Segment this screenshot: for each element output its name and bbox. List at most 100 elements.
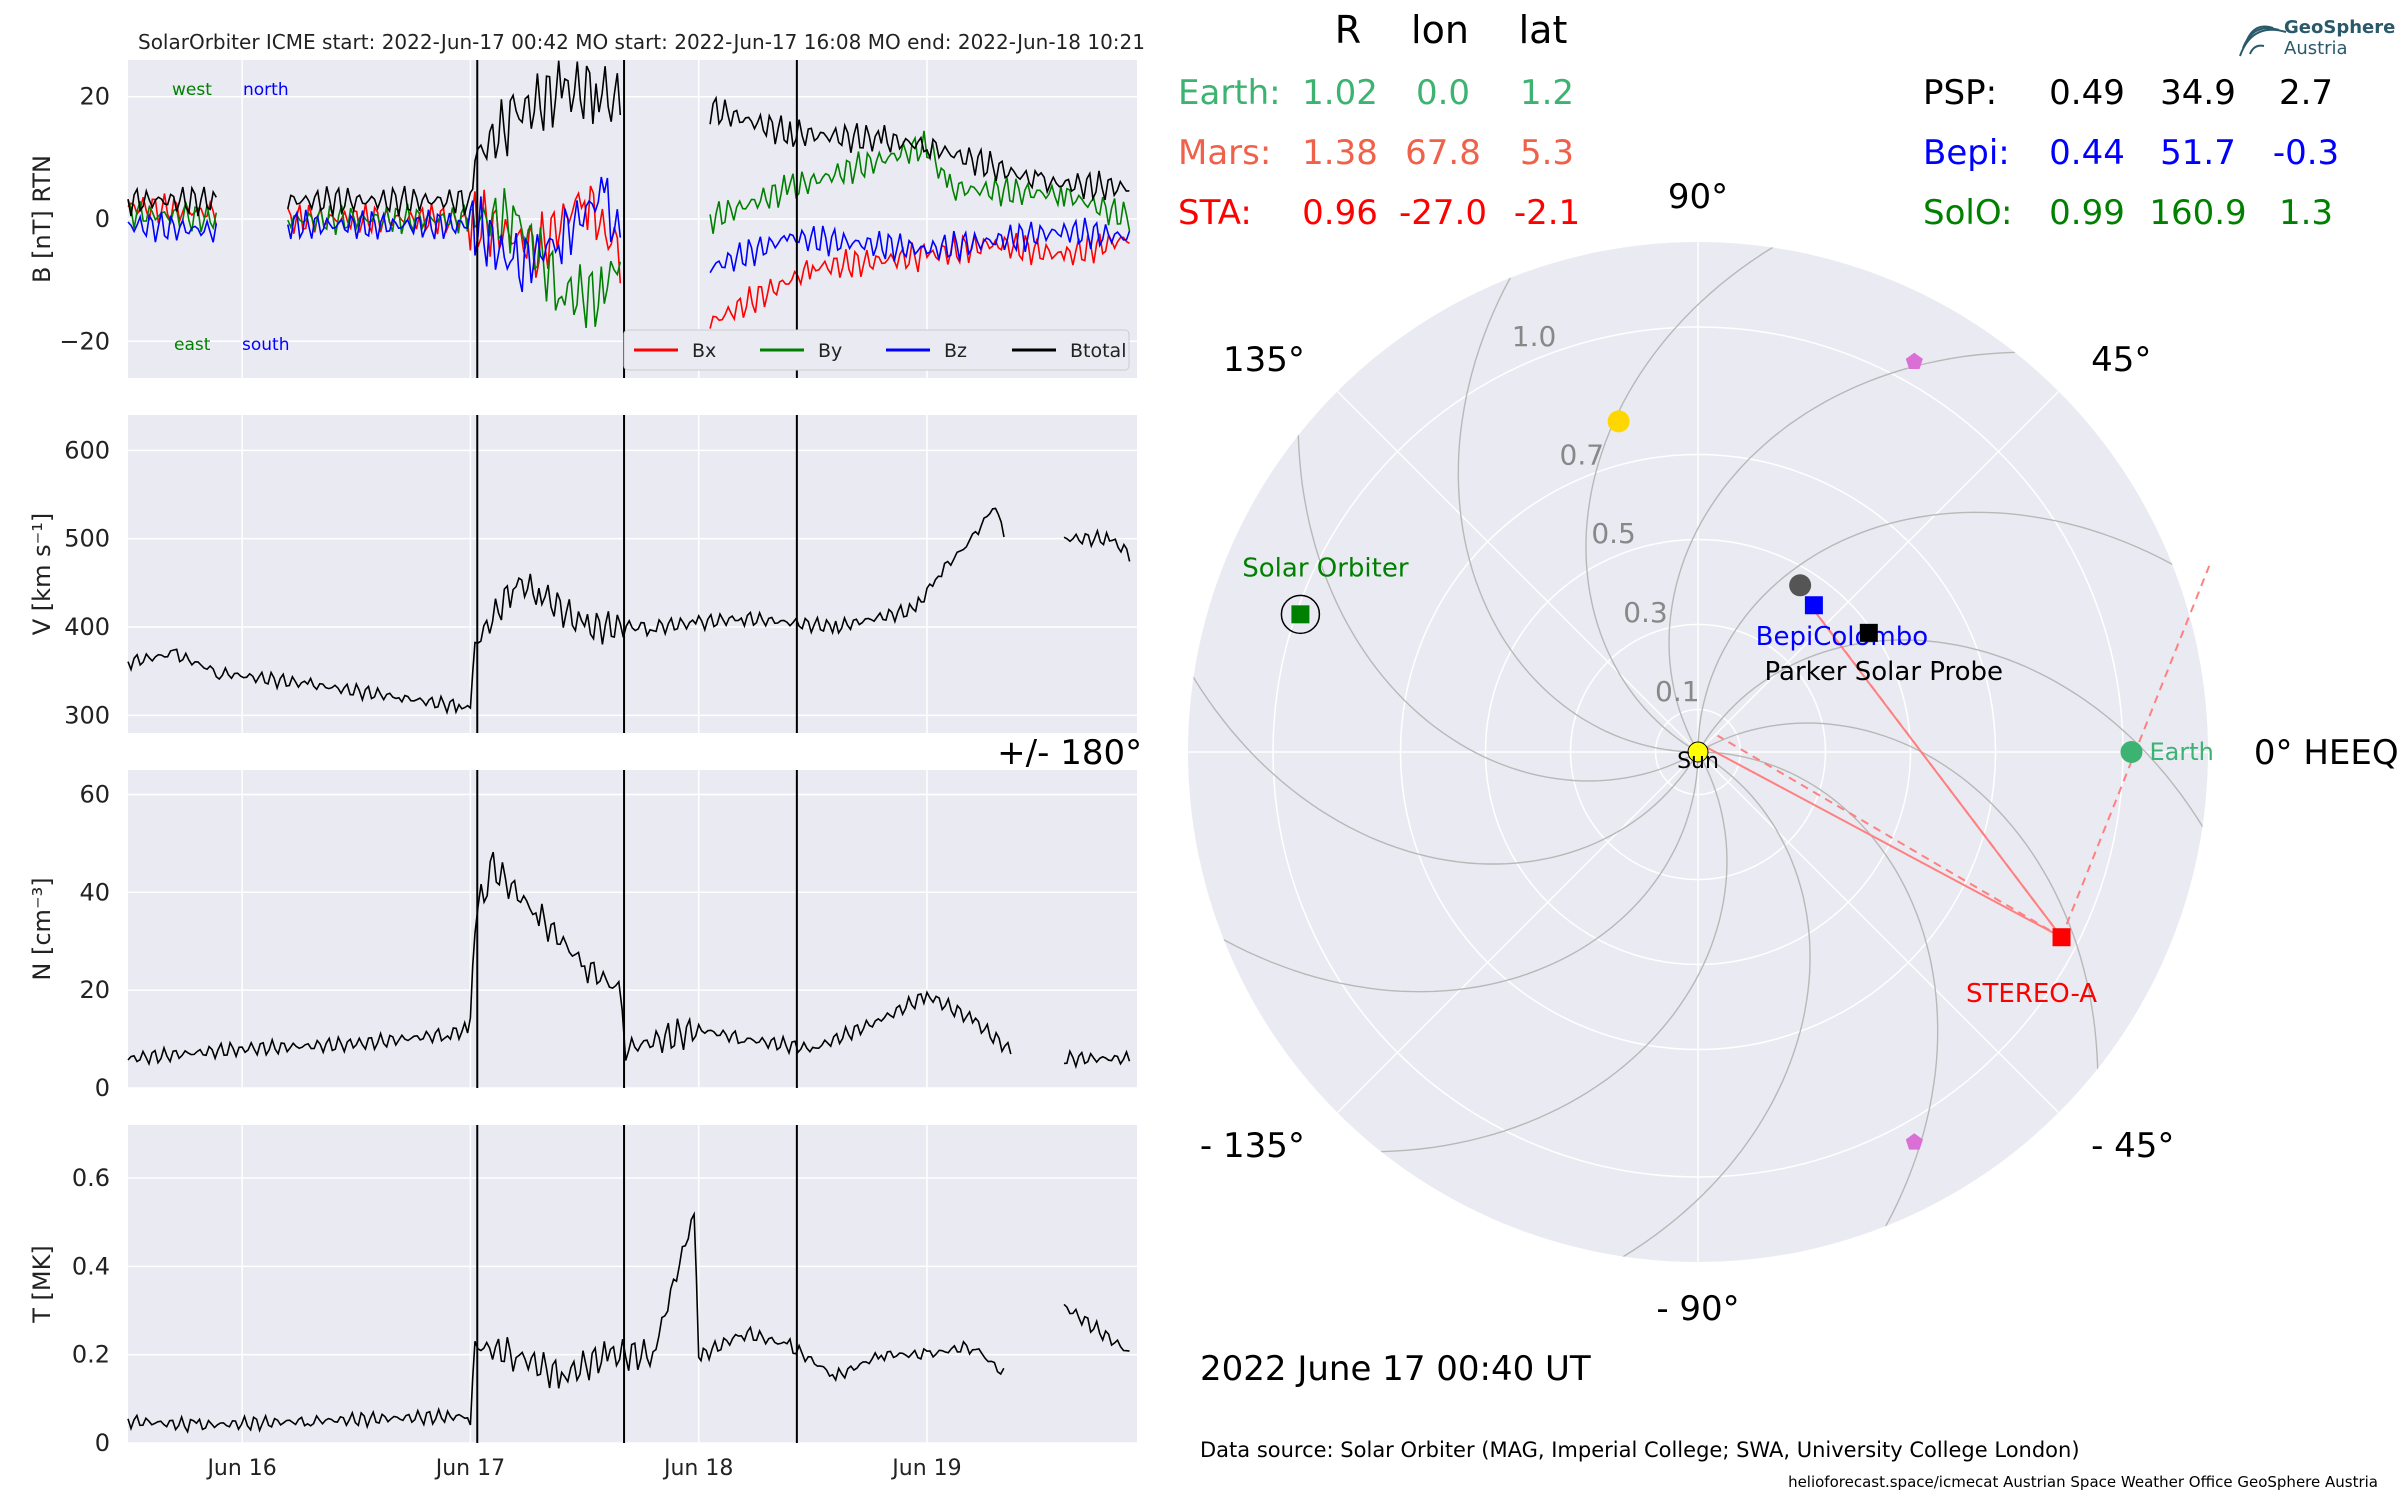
parker-spiral-line bbox=[1188, 415, 1695, 865]
angular-grid-line bbox=[1697, 390, 2060, 753]
body-marker bbox=[1687, 741, 1709, 763]
y-axis-label: B [nT] RTN bbox=[28, 155, 56, 283]
y-tick-label: 60 bbox=[79, 780, 110, 808]
series-line-Bz bbox=[287, 176, 622, 293]
annotation-east: east bbox=[174, 335, 211, 355]
angle-label: +/- 180° bbox=[997, 733, 1142, 773]
series-line-Bz bbox=[709, 217, 1131, 274]
radial-label: 0.5 bbox=[1591, 517, 1636, 550]
angular-grid-line bbox=[1697, 751, 2060, 1114]
connection-line bbox=[1814, 611, 2063, 938]
parker-spiral-line bbox=[1361, 755, 1811, 1262]
table-row-name: Bepi: bbox=[1923, 133, 2010, 173]
table-cell-lat: 1.2 bbox=[1520, 73, 1574, 113]
y-axis-label: T [MK] bbox=[28, 1245, 56, 1323]
series-line-By bbox=[127, 199, 218, 233]
parker-spiral-line bbox=[1188, 750, 1699, 993]
panel-0: 20 0 −20 B [nT] RTN west north east south Bx By Bz… bbox=[28, 60, 1137, 378]
angle-label: 90° bbox=[1668, 177, 1728, 217]
body-earth: Earth bbox=[2120, 738, 2214, 766]
body-label: BepiColombo bbox=[1756, 622, 1929, 652]
geosphere-logo: GeoSphere Austria bbox=[2239, 17, 2395, 59]
y-tick-label: 600 bbox=[64, 436, 110, 464]
date-label: 2022 June 17 00:40 UT bbox=[1200, 1349, 1591, 1389]
series-line-T bbox=[1063, 1303, 1130, 1352]
table-cell-lon: 0.0 bbox=[1416, 73, 1470, 113]
table-cell-lon: 51.7 bbox=[2160, 133, 2236, 173]
angle-label: 45° bbox=[2091, 340, 2151, 380]
polar-position-plot: 0° HEEQ 45° 90° 135° +/- 180° - 135° - 90° - 45… bbox=[997, 177, 2399, 1329]
series-line-Btotal bbox=[287, 60, 622, 217]
series-line-Btotal bbox=[127, 185, 217, 217]
parker-spiral-line bbox=[1457, 242, 1700, 753]
table-row-name: Earth: bbox=[1178, 73, 1281, 113]
y-tick-label: 0.4 bbox=[72, 1252, 110, 1280]
table-cell-r: 1.02 bbox=[1302, 73, 1378, 113]
connection-line bbox=[1717, 734, 2063, 939]
series-line-Bz bbox=[127, 212, 218, 243]
series-line-By bbox=[709, 130, 1131, 234]
table-row-name: SolO: bbox=[1923, 193, 2012, 233]
data-source-text: Data source: Solar Orbiter (MAG, Imperia… bbox=[1200, 1438, 2080, 1462]
series-line-Bx bbox=[127, 193, 218, 226]
parker-spiral-line bbox=[1696, 751, 1939, 1262]
y-tick-label: 20 bbox=[79, 976, 110, 1004]
table-row-name: STA: bbox=[1178, 193, 1252, 233]
body-label: Solar Orbiter bbox=[1242, 553, 1409, 583]
table-header: lat bbox=[1519, 8, 1568, 52]
logo-line1: GeoSphere bbox=[2284, 17, 2395, 38]
table-cell-r: 0.49 bbox=[2049, 73, 2125, 113]
body-marker bbox=[1859, 623, 1878, 642]
angle-label: - 90° bbox=[1656, 1289, 1739, 1329]
y-tick-label: 400 bbox=[64, 613, 110, 641]
pentagon-marker bbox=[1905, 352, 1923, 369]
plot-title: SolarOrbiter ICME start: 2022-Jun-17 00:… bbox=[138, 30, 1145, 54]
panel-background bbox=[128, 770, 1137, 1088]
table-cell-lon: 160.9 bbox=[2149, 193, 2246, 233]
y-tick-label: 0 bbox=[95, 1429, 110, 1457]
annotation-north: north bbox=[243, 80, 289, 100]
angle-label: - 135° bbox=[1200, 1126, 1305, 1166]
series-line-V bbox=[1063, 528, 1131, 562]
y-tick-label: −20 bbox=[59, 327, 110, 355]
body-sun: Sun bbox=[1677, 741, 1719, 774]
table-row-name: PSP: bbox=[1923, 73, 1997, 113]
series-line-V bbox=[127, 507, 1005, 716]
y-tick-label: 500 bbox=[64, 525, 110, 553]
panel-2: 0 20 40 60 N [cm⁻³] bbox=[28, 770, 1137, 1102]
x-tick-label: Jun 18 bbox=[662, 1456, 733, 1481]
body-stereo-a: STEREO-A bbox=[1966, 928, 2097, 1009]
table-cell-lat: 5.3 bbox=[1520, 133, 1574, 173]
parker-spiral-line bbox=[1697, 511, 2208, 754]
table-header: lon bbox=[1411, 8, 1469, 52]
series-line-N bbox=[1063, 1048, 1131, 1070]
radial-label: 0.7 bbox=[1560, 438, 1605, 471]
y-tick-label: 0 bbox=[95, 1074, 110, 1102]
x-tick-label: Jun 17 bbox=[434, 1456, 505, 1481]
table-cell-r: 0.44 bbox=[2049, 133, 2125, 173]
swirl-icon bbox=[2239, 25, 2287, 57]
target-ring bbox=[1280, 594, 1321, 635]
pentagon-marker bbox=[1905, 1133, 1923, 1150]
angle-label: 135° bbox=[1223, 340, 1305, 380]
legend-label: Bz bbox=[944, 340, 967, 362]
credits-text: helioforecast.space/icmecat Austrian Spa… bbox=[1788, 1473, 2378, 1491]
series-line-N bbox=[127, 851, 1012, 1067]
legend-label: By bbox=[818, 340, 842, 362]
y-tick-label: 40 bbox=[79, 878, 110, 906]
body-label: Sun bbox=[1677, 749, 1719, 774]
angle-label: 0° HEEQ bbox=[2254, 733, 2399, 773]
table-cell-r: 0.96 bbox=[1302, 193, 1378, 233]
body-marker bbox=[2052, 928, 2071, 947]
y-tick-label: 20 bbox=[79, 83, 110, 111]
series-line-Bx bbox=[709, 232, 1130, 329]
parker-spiral-line bbox=[1701, 639, 2208, 1089]
planet-marker bbox=[1607, 410, 1630, 433]
body-label: Parker Solar Probe bbox=[1765, 657, 2003, 687]
planet-marker bbox=[1789, 574, 1812, 597]
table-cell-lon: -27.0 bbox=[1399, 193, 1487, 233]
table-cell-lon: 34.9 bbox=[2160, 73, 2236, 113]
